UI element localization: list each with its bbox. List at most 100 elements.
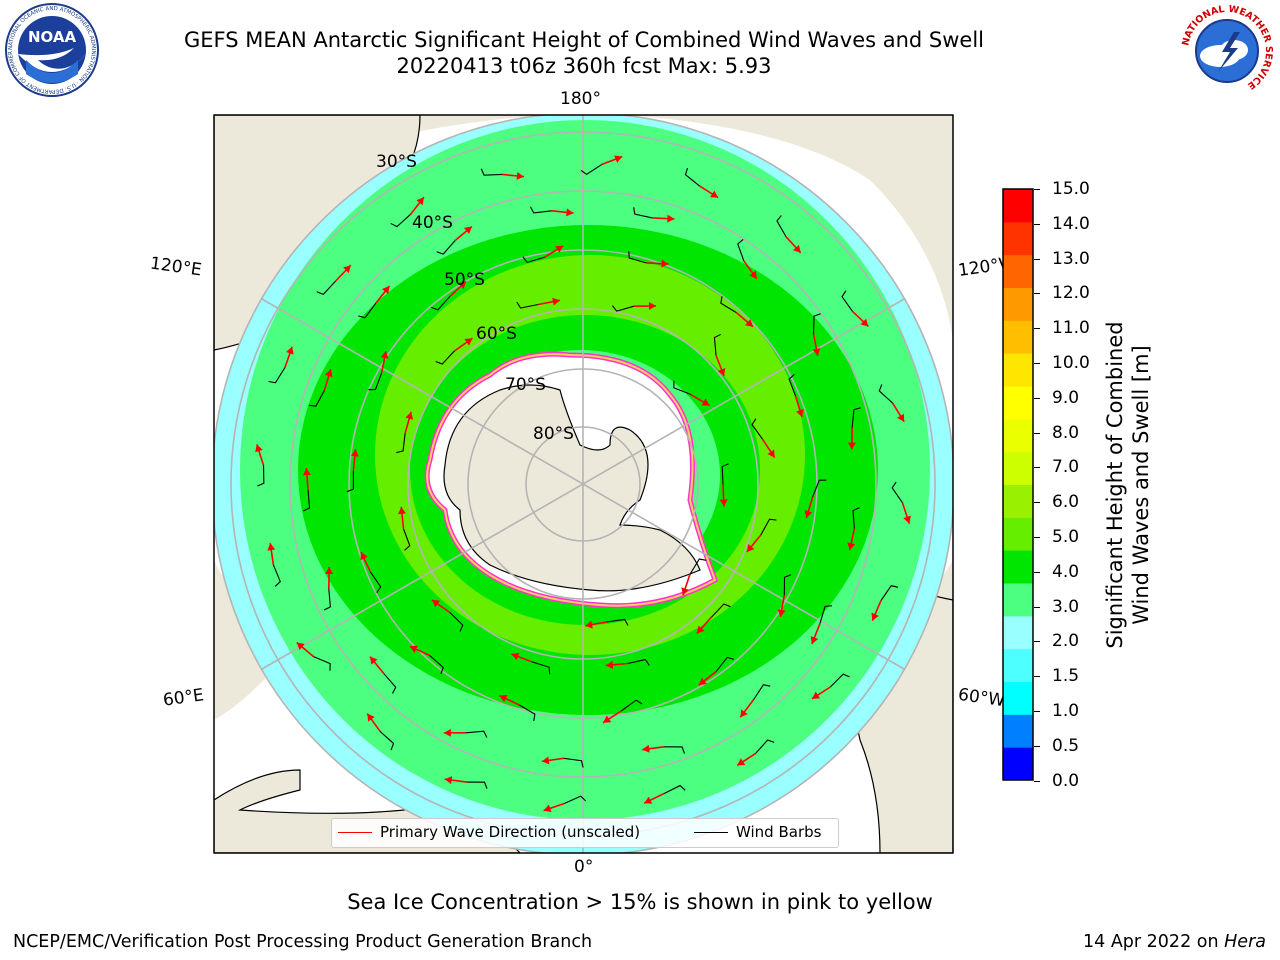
- colorbar-segment: [1003, 550, 1033, 584]
- wave-arrow-head: [605, 660, 614, 669]
- lat-label-70s: 70°S: [505, 375, 546, 395]
- wind-barb: [751, 418, 763, 440]
- wave-arrow-head: [541, 756, 550, 765]
- colorbar-tick-mark: [1034, 467, 1040, 469]
- wave-arrow-head: [350, 449, 359, 457]
- wave-direction-label: Primary Wave Direction (unscaled): [380, 823, 641, 841]
- wind-barb: [878, 384, 893, 404]
- map-frame: [213, 114, 954, 854]
- wind-barb: [633, 207, 653, 219]
- colorbar-tick-label: 14.0: [1052, 213, 1090, 234]
- colorbar-tick-mark: [1034, 189, 1040, 190]
- map-title: GEFS MEAN Antarctic Significant Height o…: [183, 28, 985, 52]
- wave-arrow-head: [614, 155, 623, 163]
- wind-barb: [313, 656, 331, 671]
- colorbar-tick-label: 4.0: [1052, 561, 1080, 582]
- wind-barb-label: Wind Barbs: [736, 823, 822, 841]
- colorbar-segment: [1003, 386, 1033, 420]
- colorbar-segment: [1003, 287, 1033, 321]
- wave-arrow-head: [552, 297, 560, 306]
- wind-barb: [891, 481, 903, 503]
- wind-barb: [308, 390, 325, 407]
- wind-barb: [852, 507, 860, 529]
- colorbar: [1002, 188, 1034, 781]
- wave-arrow-head: [463, 226, 472, 235]
- wind-barb: [621, 699, 643, 712]
- colorbar-segment: [1003, 221, 1033, 256]
- wave-arrow-head: [603, 715, 612, 723]
- wind-barb: [390, 214, 411, 228]
- wave-arrow-head: [380, 351, 389, 359]
- colorbar-segment: [1003, 714, 1033, 748]
- colorbar-tick-mark: [1034, 780, 1040, 782]
- wave-arrow-head: [516, 171, 524, 180]
- colorbar-tick-mark: [1034, 502, 1040, 504]
- colorbar-tick-mark: [1034, 606, 1040, 608]
- wave-arrow-head: [696, 625, 705, 634]
- wind-barb: [783, 574, 792, 596]
- map-legend: Primary Wave Direction (unscaled) Wind B…: [331, 818, 839, 848]
- wind-barb: [788, 374, 796, 397]
- colorbar-segment: [1003, 189, 1033, 223]
- wind-barb: [753, 684, 771, 701]
- wind-barb: [519, 704, 536, 722]
- colorbar-tick-mark: [1034, 432, 1040, 434]
- colorbar-tick-label: 3.0: [1052, 596, 1080, 617]
- wind-barb: [720, 296, 737, 313]
- wind-barb: [429, 655, 444, 675]
- colorbar-tick-mark: [1034, 397, 1040, 399]
- wave-arrow-head: [555, 245, 564, 253]
- colorbar-segment: [1003, 353, 1033, 387]
- colorbar-tick-mark: [1034, 641, 1040, 643]
- colorbar-tick-mark: [1034, 537, 1040, 538]
- wind-barb: [268, 367, 286, 384]
- wind-barb: [715, 656, 735, 672]
- wind-barb: [812, 479, 827, 498]
- wind-barb: [346, 471, 354, 493]
- wind-barb: [396, 432, 406, 454]
- wind-barb: [522, 256, 545, 264]
- colorbar-segment: [1003, 747, 1033, 781]
- wave-arrow-head: [698, 677, 707, 686]
- wave-arrow-head: [369, 656, 378, 665]
- sea-ice-note: Sea Ice Concentration > 15% is shown in …: [347, 890, 933, 914]
- footer-branch: NCEP/EMC/Verification Post Processing Pr…: [13, 932, 593, 952]
- footer-date-text: 14 Apr 2022 on: [1083, 932, 1225, 952]
- colorbar-segment: [1003, 517, 1033, 551]
- wave-arrow-head: [667, 214, 675, 223]
- wind-barb: [673, 380, 691, 395]
- wind-barb: [323, 588, 331, 611]
- wave-arrow-head: [793, 244, 801, 253]
- wave-arrow-head: [296, 642, 305, 651]
- wave-arrow-head: [661, 259, 669, 268]
- wave-arrow-head: [897, 413, 905, 422]
- wave-arrow-head: [681, 587, 689, 596]
- colorbar-tick-label: 12.0: [1052, 283, 1090, 304]
- wind-barb: [435, 350, 455, 365]
- noaa-logo: NOAA NATIONAL OCEANIC AND ATMOSPHERIC AD…: [4, 2, 99, 97]
- colorbar-segment: [1003, 484, 1033, 518]
- ice-edge-yellow: [426, 353, 717, 607]
- colorbar-tick-label: 10.0: [1052, 353, 1090, 373]
- wave-arrow-head: [717, 367, 726, 376]
- wind-barb: [529, 206, 552, 214]
- wind-barb: [379, 731, 395, 751]
- wave-arrow-head: [443, 728, 451, 737]
- wind-barb: [465, 730, 488, 738]
- wave-arrow-head: [585, 620, 593, 629]
- wave-arrow-head: [737, 758, 746, 766]
- wind-barb: [272, 564, 281, 587]
- colorbar-tick-label: 5.0: [1052, 527, 1080, 547]
- colorbar-tick-label: 11.0: [1052, 318, 1090, 339]
- wind-barb: [760, 518, 777, 536]
- wind-barb: [612, 305, 635, 312]
- wind-barb: [563, 757, 584, 768]
- wave-direction-swatch: [338, 831, 372, 833]
- wave-arrow-head: [324, 369, 333, 378]
- wind-barb: [257, 465, 265, 487]
- wave-arrow-head: [796, 409, 804, 417]
- wave-arrow-head: [749, 270, 757, 279]
- colorbar-tick-label: 6.0: [1052, 492, 1080, 513]
- colorbar-segment: [1003, 418, 1033, 453]
